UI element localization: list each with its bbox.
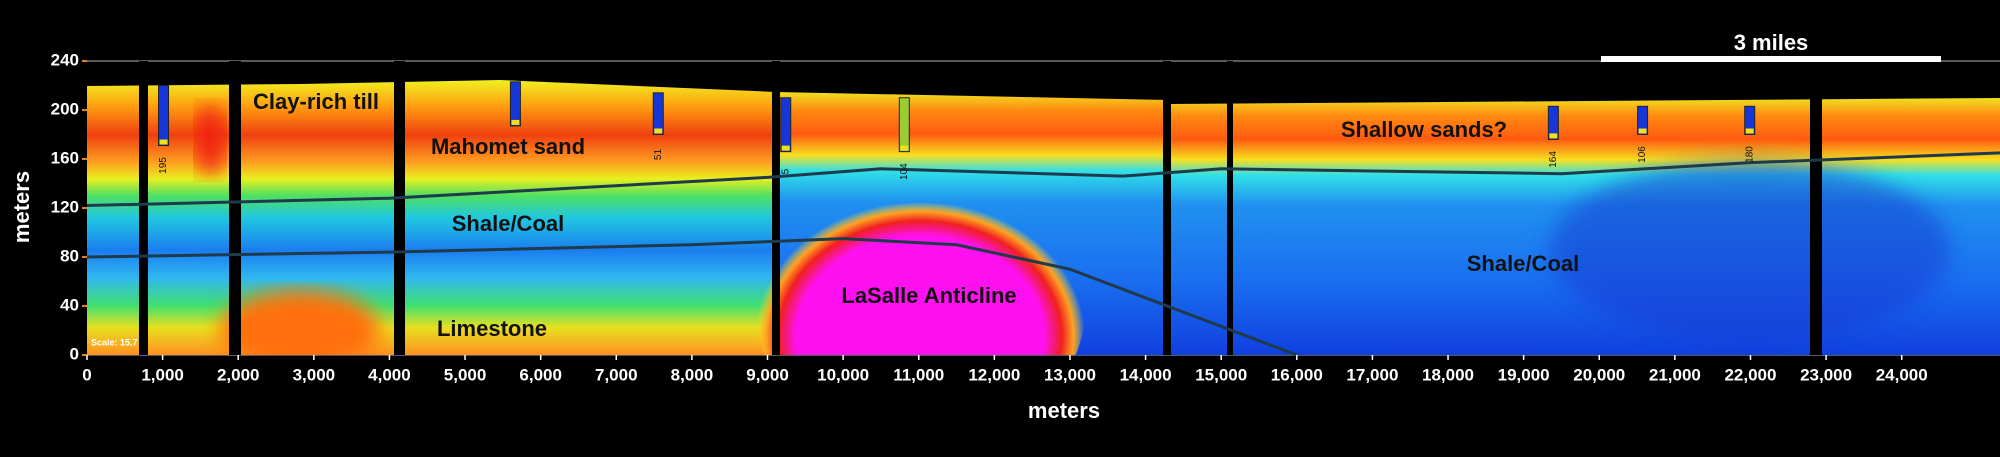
y-tick-label: 0 <box>70 344 79 363</box>
x-tick-label: 10,000 <box>817 365 869 384</box>
borehole-label: 164 <box>1548 151 1559 168</box>
x-tick-label: 22,000 <box>1724 365 1776 384</box>
annotation: LaSalle Anticline <box>841 283 1016 308</box>
annotation: Limestone <box>437 316 547 341</box>
patch <box>1550 160 1950 340</box>
x-tick-label: 2,000 <box>217 365 260 384</box>
x-tick-label: 14,000 <box>1120 365 1172 384</box>
boundary-line <box>86 237 1298 357</box>
borehole-base <box>654 128 663 134</box>
x-tick-label: 8,000 <box>671 365 714 384</box>
data-gaps <box>139 61 1822 355</box>
x-axis-label: meters <box>1028 398 1100 423</box>
borehole <box>780 97 792 153</box>
x-tick-label: 3,000 <box>293 365 336 384</box>
x-tick-label: 19,000 <box>1498 365 1550 384</box>
borehole-base <box>159 139 168 145</box>
x-tick-label: 16,000 <box>1271 365 1323 384</box>
annotation: Mahomet sand <box>431 134 585 159</box>
anticline <box>755 175 1085 355</box>
x-tick-label: 20,000 <box>1573 365 1625 384</box>
borehole <box>509 81 521 127</box>
annotation: Shallow sands? <box>1341 117 1507 142</box>
borehole-label: 195 <box>158 157 169 174</box>
annotation: Shale/Coal <box>452 211 564 236</box>
borehole-label: 5 <box>780 168 791 174</box>
y-tick-label: 160 <box>51 148 79 167</box>
borehole <box>652 92 664 135</box>
boundary-line <box>86 151 2000 208</box>
overlay: 195 51 5 104 164 106 180 <box>86 81 2000 357</box>
x-tick-label: 15,000 <box>1195 365 1247 384</box>
scale-bar-label: 3 miles <box>1734 30 1809 55</box>
x-tick-label: 7,000 <box>595 365 638 384</box>
y-tick-label: 40 <box>60 295 79 314</box>
x-tick-label: 9,000 <box>746 365 789 384</box>
x-tick-label: 0 <box>82 365 91 384</box>
x-tick-label: 24,000 <box>1876 365 1928 384</box>
y-tick-label: 240 <box>51 50 79 69</box>
y-tick-label: 120 <box>51 197 79 216</box>
borehole-base <box>511 119 520 125</box>
borehole <box>1744 105 1756 135</box>
x-tick-label: 17,000 <box>1346 365 1398 384</box>
annotation: Shale/Coal <box>1467 251 1579 276</box>
borehole-base <box>1549 133 1558 139</box>
x-tick-label: 21,000 <box>1649 365 1701 384</box>
scale-note: Scale: 15.7 <box>91 337 138 347</box>
borehole-label: 106 <box>1637 146 1648 163</box>
borehole-base <box>1638 128 1647 134</box>
section-left <box>87 80 776 355</box>
borehole <box>1637 105 1649 135</box>
x-tick-label: 4,000 <box>368 365 411 384</box>
borehole <box>158 85 170 147</box>
y-tick-label: 80 <box>60 246 79 265</box>
borehole-label: 104 <box>899 163 910 180</box>
borehole <box>1547 105 1559 140</box>
annotation: Clay-rich till <box>253 89 379 114</box>
x-tick-label: 11,000 <box>893 365 944 384</box>
x-tick-label: 13,000 <box>1044 365 1096 384</box>
y-axis-label: meters <box>9 171 34 243</box>
x-tick-label: 18,000 <box>1422 365 1474 384</box>
borehole-base <box>781 145 790 151</box>
x-tick-label: 5,000 <box>444 365 487 384</box>
y-tick-label: 200 <box>51 99 79 118</box>
x-tick-label: 6,000 <box>519 365 562 384</box>
borehole-label: 51 <box>653 149 664 161</box>
x-tick-label: 12,000 <box>968 365 1020 384</box>
borehole-base <box>1745 128 1754 134</box>
borehole <box>898 97 910 153</box>
patch <box>196 105 224 175</box>
x-tick-label: 23,000 <box>1800 365 1852 384</box>
patch <box>220 290 380 355</box>
borehole-label: 180 <box>1744 146 1755 163</box>
borehole-base <box>900 145 909 151</box>
x-tick-label: 1,000 <box>141 365 184 384</box>
